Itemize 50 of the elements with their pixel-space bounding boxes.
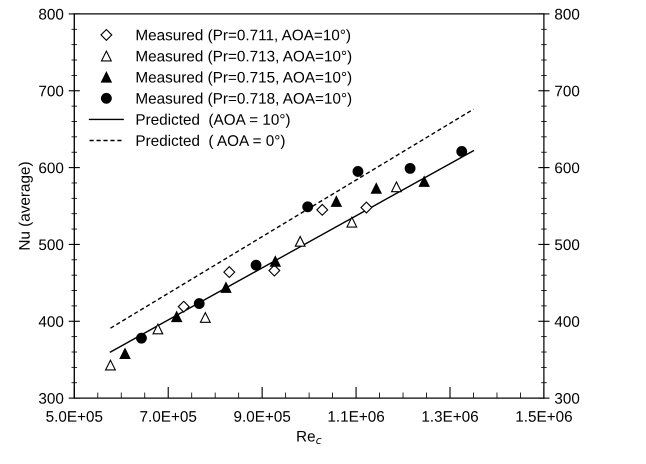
point bbox=[352, 166, 364, 177]
y-tick-label: 500 bbox=[38, 239, 64, 250]
point bbox=[105, 360, 116, 370]
legend-label: Measured (Pr=0.711, AOA=10°) bbox=[136, 29, 350, 44]
y2-tick-label: 500 bbox=[554, 239, 580, 250]
point bbox=[171, 311, 182, 322]
point bbox=[220, 282, 232, 293]
legend-label: Predicted (AOA = 10°) bbox=[136, 114, 290, 128]
point bbox=[456, 146, 468, 157]
point bbox=[391, 181, 402, 192]
point bbox=[223, 266, 236, 278]
y-axis-title: Nu (average) bbox=[18, 162, 33, 250]
y2-tick-label: 700 bbox=[555, 86, 580, 96]
point bbox=[270, 256, 281, 267]
y-tick-label: 600 bbox=[39, 162, 64, 174]
x-tick-label: 1.1E+06 bbox=[328, 411, 384, 422]
y2-tick-label: 300 bbox=[554, 392, 580, 404]
point bbox=[404, 162, 416, 174]
legend-label: Measured (Pr=0.715, AOA=10°) bbox=[136, 71, 352, 86]
point bbox=[152, 324, 164, 334]
x-tick-label: 1.3E+06 bbox=[422, 411, 478, 422]
y-tick-label: 400 bbox=[38, 316, 64, 327]
x-tick-label: 7.0E+05 bbox=[140, 411, 196, 422]
point bbox=[330, 196, 342, 207]
x-tick-label: 1.5E+06 bbox=[516, 411, 572, 422]
y-tick-label: 800 bbox=[39, 8, 64, 20]
legend-label: Predicted ( AOA = 0°) bbox=[136, 134, 285, 150]
x-axis-title: Re$_{c}$ bbox=[297, 430, 322, 444]
point bbox=[120, 348, 130, 359]
y2-tick-label: 600 bbox=[555, 162, 580, 174]
point bbox=[360, 202, 372, 214]
point bbox=[200, 312, 211, 323]
point bbox=[178, 300, 190, 313]
x-tick-label: 5.0E+05 bbox=[46, 411, 102, 422]
point bbox=[302, 201, 314, 212]
point bbox=[370, 182, 382, 194]
legend-label: Measured (Pr=0.718, AOA=10°) bbox=[136, 92, 352, 107]
point bbox=[136, 332, 147, 344]
point bbox=[418, 176, 430, 187]
y2-tick-label: 400 bbox=[554, 316, 580, 327]
y-tick-label: 700 bbox=[39, 86, 64, 96]
point bbox=[194, 298, 205, 310]
x-tick-label: 9.0E+05 bbox=[234, 411, 290, 422]
point bbox=[250, 260, 262, 271]
legend-label: Measured (Pr=0.713, AOA=10°) bbox=[136, 50, 352, 65]
y-tick-label: 300 bbox=[38, 392, 64, 404]
point bbox=[346, 216, 358, 228]
point bbox=[294, 236, 306, 247]
y2-tick-label: 800 bbox=[555, 8, 580, 20]
point bbox=[316, 204, 328, 216]
